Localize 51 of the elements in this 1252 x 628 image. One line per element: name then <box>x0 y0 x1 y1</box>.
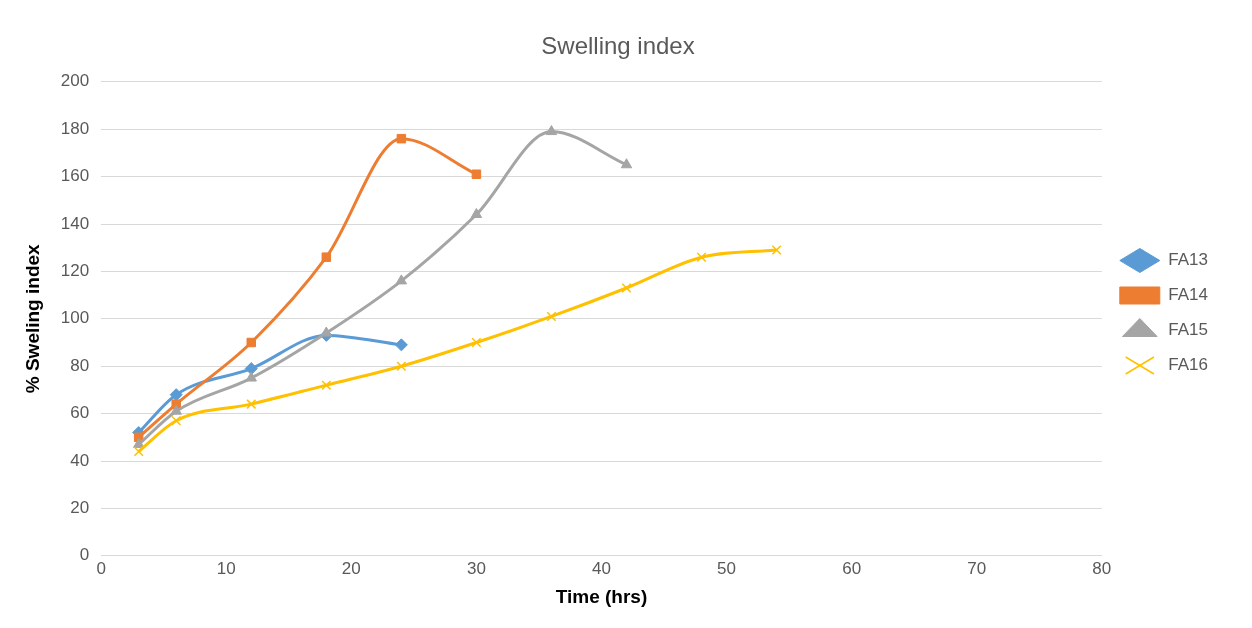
point <box>170 404 182 415</box>
y-tick-label: 60 <box>70 403 90 423</box>
point <box>545 125 558 136</box>
point <box>621 283 632 293</box>
y-tick-label: 200 <box>60 71 90 91</box>
y-tick-label: 180 <box>60 118 90 138</box>
y-tick-label: 40 <box>70 450 90 470</box>
legend-label: FA15 <box>1168 320 1209 340</box>
point <box>395 274 408 285</box>
y-tick-label: 100 <box>60 308 90 328</box>
point <box>546 311 557 322</box>
legend-label: FA16 <box>1168 355 1209 375</box>
point <box>169 388 183 402</box>
point <box>133 446 144 457</box>
y-axis-title: % Sweling index <box>21 243 43 394</box>
x-tick-label: 80 <box>1092 558 1112 578</box>
x-tick-label: 70 <box>967 558 987 578</box>
y-tick-label: 120 <box>60 261 90 281</box>
point <box>771 245 782 256</box>
point <box>321 380 332 391</box>
y-tick-label: 0 <box>79 545 90 565</box>
point <box>132 437 145 448</box>
legend-label: FA13 <box>1168 250 1209 270</box>
x-tick-label: 10 <box>216 558 236 578</box>
point <box>246 399 257 410</box>
point <box>471 169 482 179</box>
legend-label: FA14 <box>1168 285 1209 305</box>
x-tick-label: 50 <box>717 558 737 578</box>
x-tick-label: 40 <box>592 558 611 578</box>
x-tick-label: 30 <box>466 558 486 578</box>
y-tick-label: 80 <box>70 355 90 375</box>
point <box>321 252 332 262</box>
point <box>171 415 182 426</box>
point <box>620 158 633 169</box>
point <box>244 362 258 376</box>
point <box>470 208 483 219</box>
point <box>396 361 407 372</box>
x-axis-title: Time (hrs) <box>555 585 648 607</box>
x-tick-label: 20 <box>341 558 361 578</box>
chart-title: Swelling index <box>541 32 695 60</box>
y-tick-label: 140 <box>60 213 90 233</box>
point <box>320 326 332 337</box>
x-tick-label: 60 <box>842 558 862 578</box>
x-tick-label: 0 <box>96 558 106 578</box>
point <box>471 337 482 348</box>
point <box>246 337 256 348</box>
y-tick-label: 20 <box>70 498 90 518</box>
point <box>396 133 407 144</box>
y-tick-label: 160 <box>60 166 90 186</box>
point <box>394 338 408 352</box>
point <box>696 252 707 263</box>
